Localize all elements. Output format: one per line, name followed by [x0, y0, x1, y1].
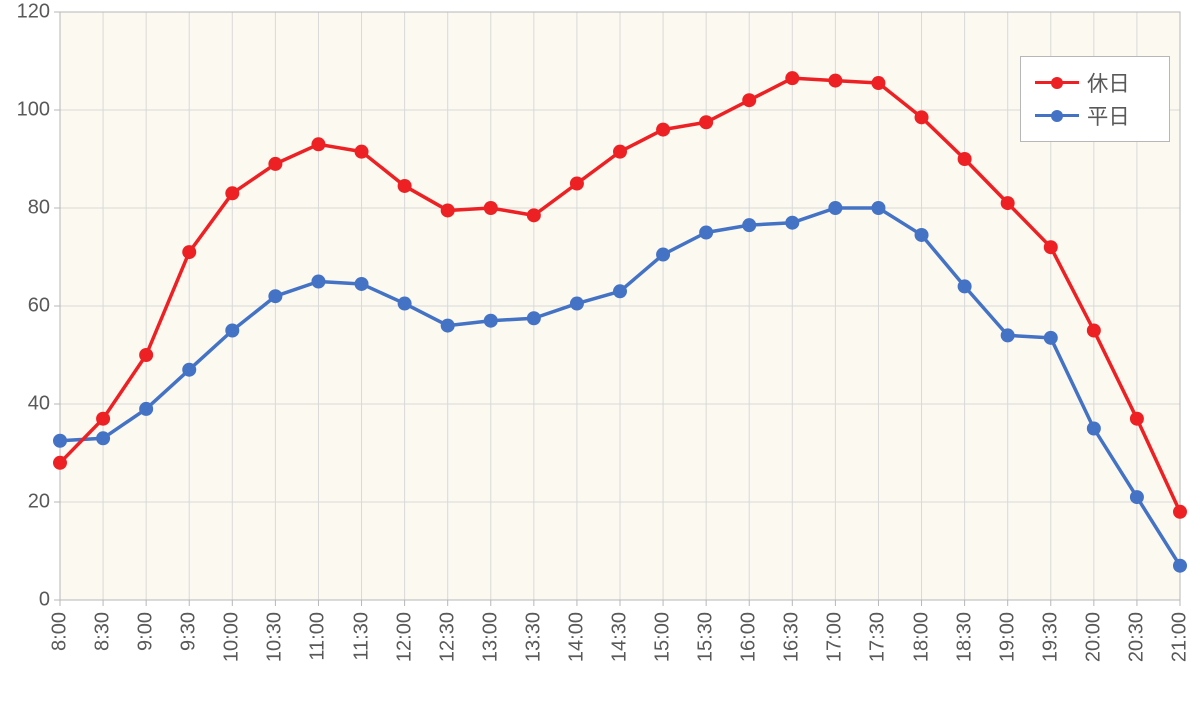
x-tick-label: 17:30	[867, 612, 890, 662]
x-tick-label: 13:30	[522, 612, 545, 662]
x-tick-label: 14:00	[565, 612, 588, 662]
x-tick-label: 8:30	[92, 612, 115, 651]
x-tick-label: 14:30	[609, 612, 632, 662]
y-tick-label: 20	[28, 491, 50, 514]
x-tick-label: 18:30	[953, 612, 976, 662]
legend: 休日平日	[1020, 56, 1170, 142]
x-tick-label: 21:00	[1169, 612, 1192, 662]
x-tick-label: 15:30	[695, 612, 718, 662]
x-tick-label: 13:00	[479, 612, 502, 662]
y-tick-label: 0	[39, 589, 50, 612]
x-tick-label: 19:30	[1039, 612, 1062, 662]
x-tick-label: 9:00	[135, 612, 158, 651]
x-tick-label: 10:30	[264, 612, 287, 662]
x-tick-label: 12:00	[393, 612, 416, 662]
legend-swatch-icon	[1035, 75, 1079, 91]
legend-swatch-icon	[1035, 108, 1079, 124]
x-tick-label: 8:00	[49, 612, 72, 651]
line-chart: 0 20 40 60 80 100 120 8:00 8:30 9:00 9:30 10:00 10:…	[0, 0, 1200, 706]
legend-item-weekday: 平日	[1035, 100, 1155, 131]
x-tick-label: 11:30	[350, 612, 373, 661]
x-tick-label: 12:30	[436, 612, 459, 662]
y-tick-label: 100	[17, 99, 50, 122]
x-tick-label: 20:00	[1082, 612, 1105, 662]
y-tick-label: 60	[28, 295, 50, 318]
x-tick-label: 10:00	[221, 612, 244, 662]
x-tick-label: 18:00	[910, 612, 933, 662]
x-tick-label: 20:30	[1125, 612, 1148, 662]
legend-label: 平日	[1087, 100, 1130, 131]
x-tick-label: 16:00	[738, 612, 761, 662]
y-tick-label: 120	[17, 1, 50, 24]
legend-item-holiday: 休日	[1035, 67, 1155, 98]
x-tick-label: 9:30	[178, 612, 201, 651]
x-tick-label: 11:00	[307, 612, 330, 661]
y-tick-label: 80	[28, 197, 50, 220]
x-tick-label: 19:00	[996, 612, 1019, 662]
y-tick-label: 40	[28, 393, 50, 416]
x-tick-label: 16:30	[781, 612, 804, 662]
x-tick-label: 17:00	[824, 612, 847, 662]
x-tick-label: 15:00	[652, 612, 675, 662]
legend-label: 休日	[1087, 67, 1130, 98]
